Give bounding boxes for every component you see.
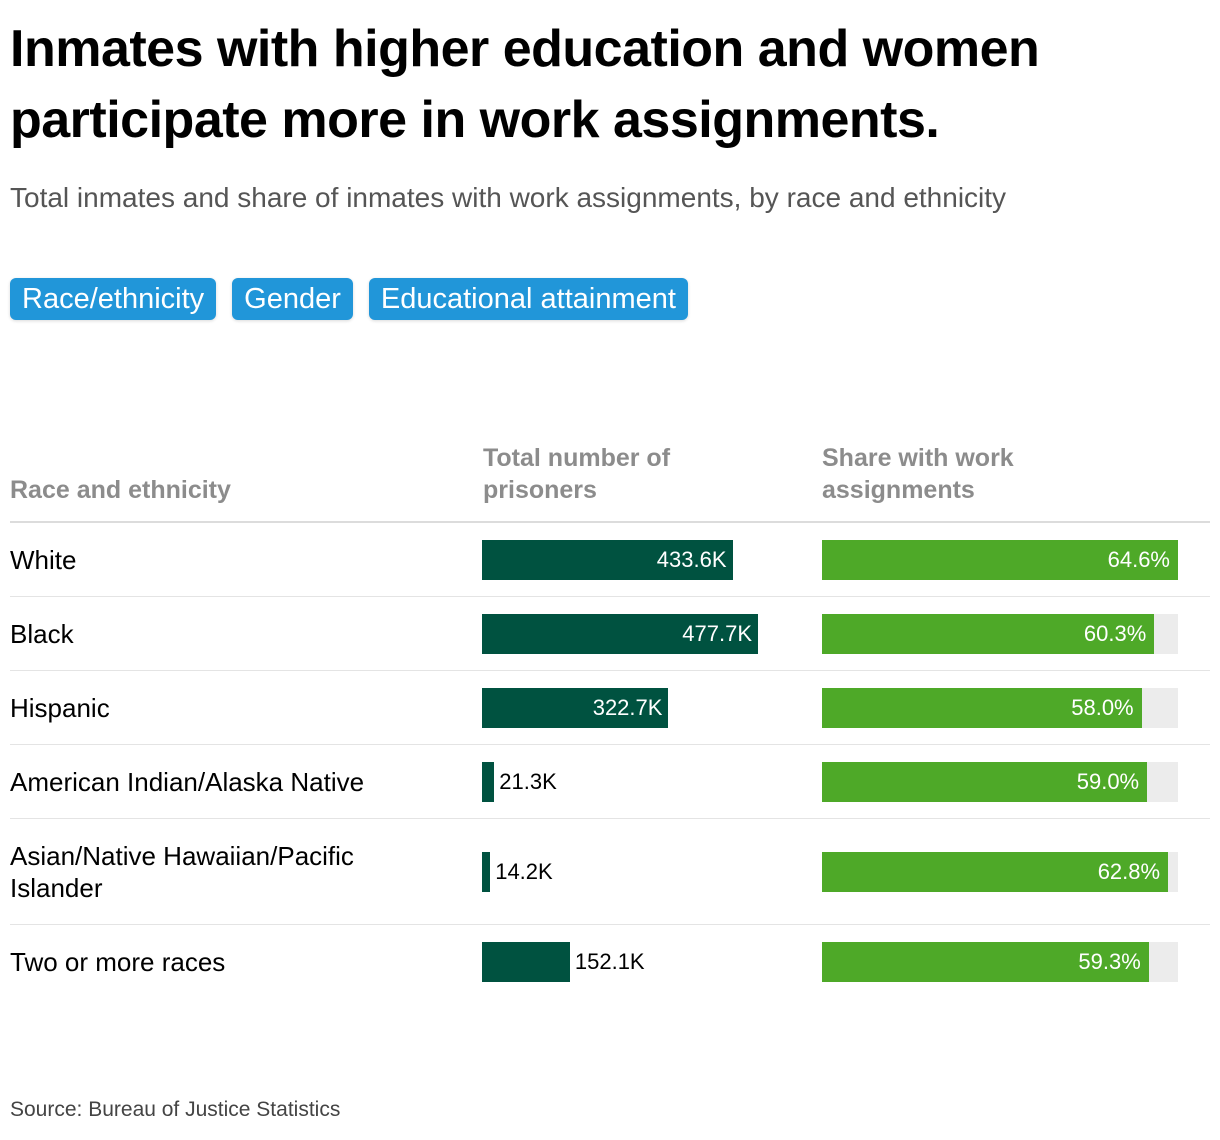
row-divider (10, 670, 1210, 671)
tab-gender[interactable]: Gender (232, 278, 353, 320)
total-value-label: 21.3K (499, 769, 557, 794)
total-bar (482, 688, 669, 728)
share-value-label: 64.6% (1107, 547, 1170, 572)
share-bar: 58.0% (822, 688, 1142, 728)
share-bar: 60.3% (822, 614, 1155, 654)
share-track: 58.0% (822, 688, 1178, 728)
total-bar (482, 762, 495, 802)
chart-subtitle: Total inmates and share of inmates with … (10, 182, 1007, 213)
total-value-label: 14.2K (495, 859, 553, 884)
total-value-label: 152.1K (574, 949, 645, 974)
share-bar: 59.0% (822, 762, 1148, 802)
table-row: White 433.6K 64.6% (10, 523, 1210, 597)
share-track: 59.0% (822, 762, 1178, 802)
share-bar: 59.3% (822, 942, 1149, 982)
total-bar (482, 852, 491, 892)
total-value-label: 322.7K (592, 695, 663, 720)
tab-bar: Race/ethnicity Gender Educational attain… (10, 278, 688, 320)
total-bar (482, 540, 733, 580)
column-header-share: Share with work assignments (822, 444, 1014, 504)
row-label-two-or-more-races: Two or more races (10, 947, 226, 977)
source-note: Source: Bureau of Justice Statistics (10, 1098, 341, 1121)
header-divider (10, 521, 1210, 523)
tab-educational-attainment[interactable]: Educational attainment (368, 278, 688, 320)
share-track: 60.3% (822, 614, 1178, 654)
row-label-white: White (10, 545, 77, 575)
column-header-category: Race and ethnicity (10, 476, 231, 504)
share-value-label: 60.3% (1083, 621, 1147, 646)
total-value-label: 433.6K (656, 547, 727, 572)
share-track: 64.6% (822, 540, 1178, 580)
row-divider (10, 744, 1210, 745)
table-row: Asian/Native Hawaiian/Pacific Islander 14… (10, 819, 1210, 925)
share-track: 62.8% (822, 852, 1178, 892)
row-label-hispanic: Hispanic (10, 693, 110, 723)
row-divider (10, 596, 1210, 597)
share-track: 59.3% (822, 942, 1178, 982)
share-value-label: 58.0% (1071, 695, 1134, 720)
row-label-asian-native-hawaiian-pacific-islander: Asian/Native Hawaiian/Pacific Islander (10, 841, 354, 903)
row-divider (10, 818, 1210, 819)
share-value-label: 59.3% (1078, 949, 1141, 974)
table-row: Black 477.7K 60.3% (10, 597, 1210, 671)
column-header-total: Total number of prisoners (483, 444, 671, 504)
total-value-label: 477.7K (682, 621, 752, 646)
share-bar: 62.8% (822, 852, 1169, 892)
total-bar (482, 614, 758, 654)
table-row: Hispanic 322.7K 58.0% (10, 671, 1210, 745)
total-bar (482, 942, 570, 982)
share-bar: 64.6% (822, 540, 1178, 580)
row-divider (10, 924, 1210, 925)
table-row: American Indian/Alaska Native 21.3K 59.0% (10, 745, 1210, 819)
tab-race-ethnicity[interactable]: Race/ethnicity (10, 278, 217, 320)
share-value-label: 59.0% (1076, 769, 1140, 794)
row-label-american-indian-alaska-native: American Indian/Alaska Native (10, 767, 365, 797)
share-value-label: 62.8% (1097, 859, 1161, 884)
row-label-black: Black (10, 619, 74, 649)
table-row: Two or more races 152.1K 59.3% (10, 925, 1210, 999)
chart-title: Inmates with higher education and women … (10, 20, 1040, 149)
